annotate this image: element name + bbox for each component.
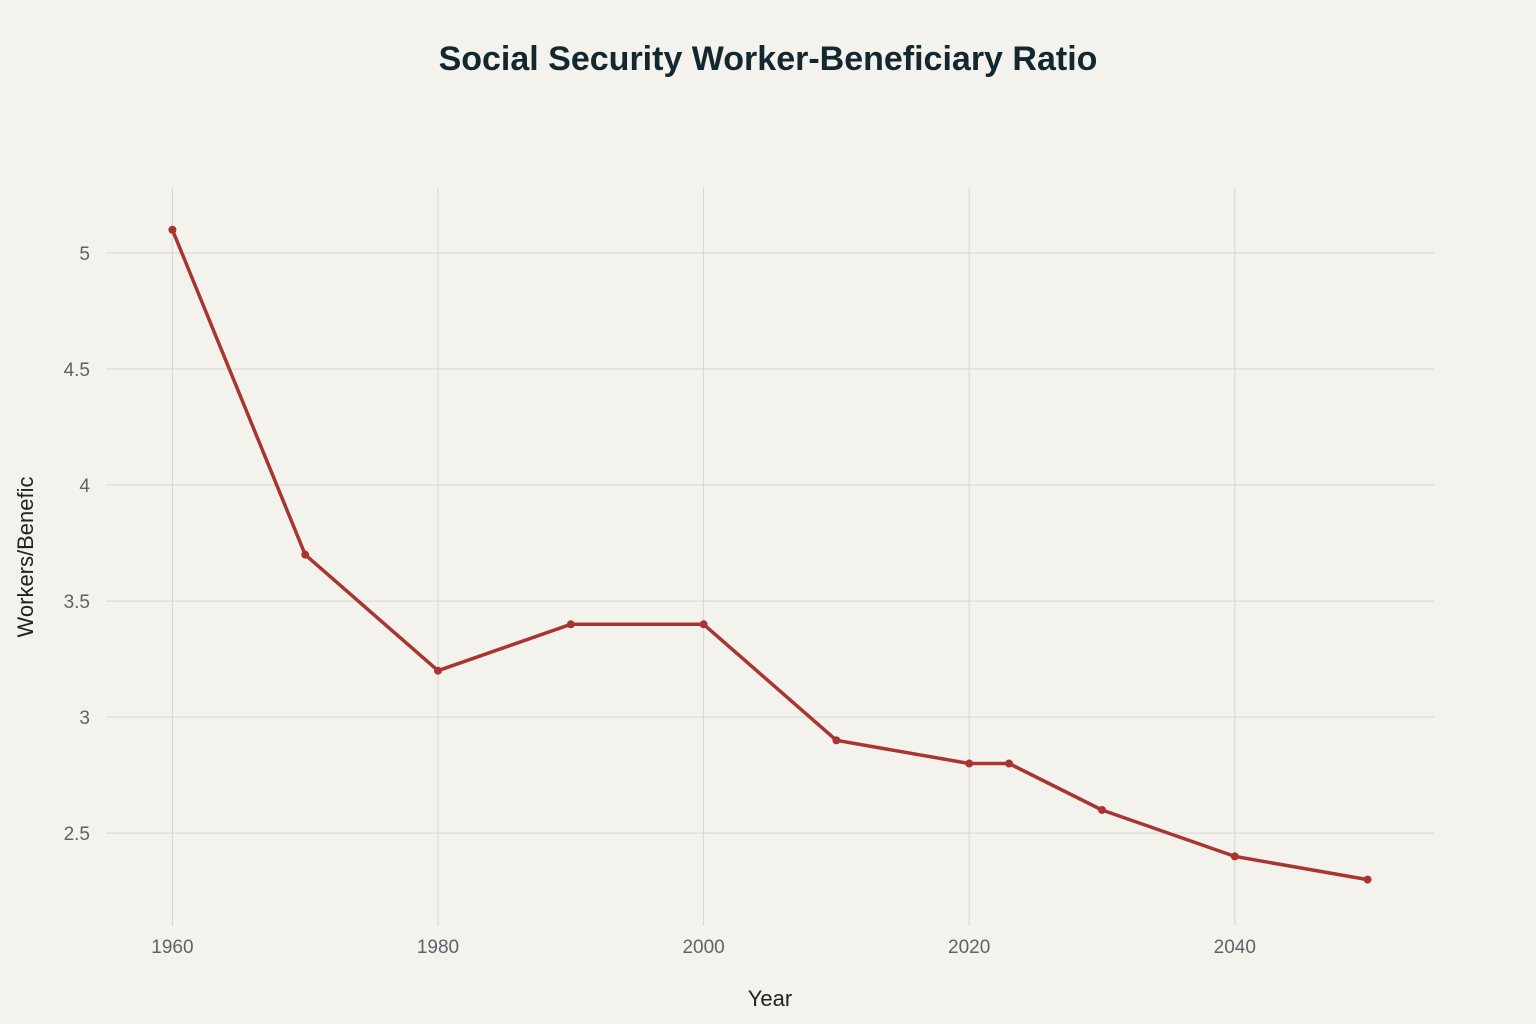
y-tick-label: 5 [79,244,90,265]
chart-title: Social Security Worker-Beneficiary Ratio [438,40,1098,78]
data-point[interactable] [965,759,974,768]
x-axis-title: Year [748,986,792,1011]
data-point[interactable] [832,736,841,745]
data-point[interactable] [699,620,708,629]
data-point[interactable] [301,550,310,559]
y-tick-label: 4 [79,476,90,497]
series-group [168,225,1372,884]
y-tick-label: 2.5 [64,824,90,845]
y-tick-labels: 2.5 3 3.5 4 4.5 5 [64,244,91,845]
data-point[interactable] [434,666,442,675]
y-tick-label: 3.5 [64,592,90,613]
data-point[interactable] [1005,759,1014,768]
y-tick-label: 4.5 [64,360,90,381]
x-tick-label: 1980 [417,937,459,958]
x-gridlines [171,188,1236,926]
data-point[interactable] [1098,805,1106,814]
x-tick-label: 1960 [151,937,193,958]
x-tick-label: 2020 [948,937,990,958]
y-gridlines [106,252,1434,834]
data-point[interactable] [1363,875,1372,884]
series-line [170,228,1370,882]
x-tick-label: 2000 [682,937,724,958]
x-tick-label: 2040 [1214,937,1256,958]
y-tick-label: 3 [79,708,90,729]
x-tick-labels: 1960 1980 2000 2020 2040 [151,937,1256,958]
data-point[interactable] [566,620,575,629]
y-axis-title: Workers/Benefic [13,477,38,638]
data-point[interactable] [168,225,177,234]
data-point[interactable] [1230,852,1239,861]
